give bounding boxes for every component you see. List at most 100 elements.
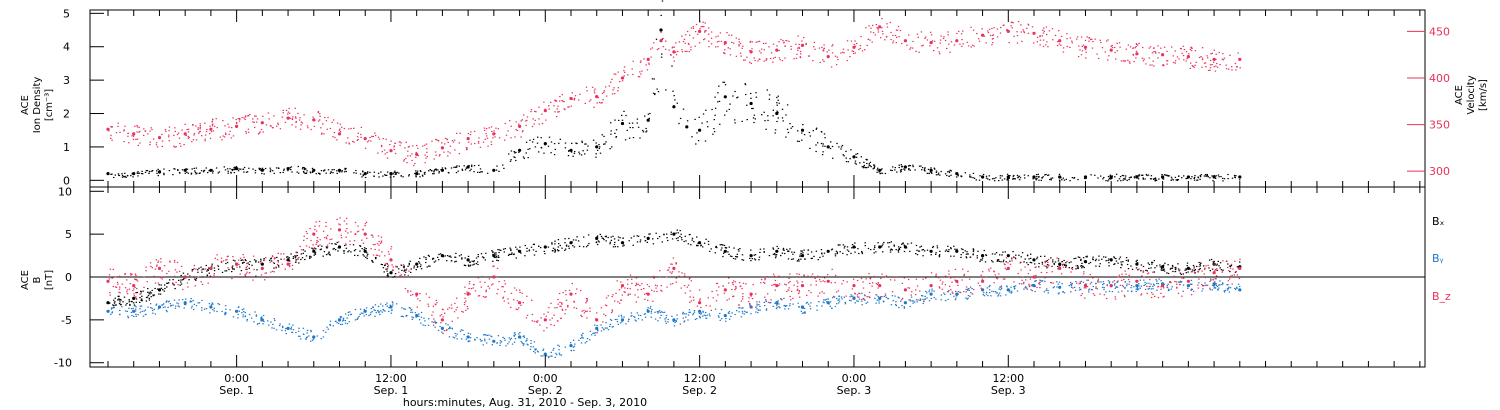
bx-sample bbox=[1161, 267, 1164, 269]
velocity-sample bbox=[151, 128, 153, 131]
bx-sample bbox=[135, 301, 137, 303]
by-sample bbox=[646, 309, 649, 311]
velocity-sample bbox=[366, 141, 369, 143]
bx-sample bbox=[387, 275, 389, 277]
bz-sample bbox=[456, 306, 458, 308]
by-sample bbox=[306, 332, 308, 334]
velocity-sample bbox=[742, 45, 744, 47]
by-sample bbox=[1152, 283, 1155, 285]
bx-sample bbox=[696, 244, 698, 246]
by-sample bbox=[392, 302, 394, 304]
bx-sample bbox=[508, 253, 510, 255]
bz-sample bbox=[583, 312, 586, 314]
velocity-sample bbox=[413, 164, 415, 167]
bx-sample bbox=[491, 250, 493, 252]
bx-sample bbox=[1002, 261, 1004, 263]
velocity-sample bbox=[886, 26, 889, 28]
bx-sample bbox=[807, 249, 810, 251]
velocity-sample bbox=[199, 125, 201, 127]
density-sample bbox=[433, 171, 435, 173]
by-sample bbox=[664, 318, 666, 320]
density-sample bbox=[422, 175, 424, 177]
bz-sample bbox=[463, 302, 466, 304]
density-sample bbox=[625, 114, 627, 117]
by-sample bbox=[634, 319, 636, 321]
bx-sample bbox=[683, 240, 685, 243]
by-sample bbox=[955, 297, 957, 299]
bx-sample bbox=[1135, 260, 1137, 262]
velocity-sample bbox=[617, 71, 619, 73]
density-sample bbox=[950, 170, 952, 172]
by-sample bbox=[603, 329, 605, 331]
by-sample bbox=[356, 318, 359, 320]
density-sample bbox=[456, 165, 458, 167]
by-sample bbox=[854, 296, 856, 298]
bx-sample bbox=[197, 271, 199, 273]
velocity-sample bbox=[617, 87, 620, 89]
density-sample bbox=[1153, 178, 1155, 180]
density-sample bbox=[714, 107, 717, 109]
bz-sample bbox=[692, 299, 695, 301]
velocity-sample bbox=[1157, 45, 1159, 47]
velocity-sample bbox=[298, 119, 301, 121]
bz-sample bbox=[488, 287, 491, 289]
density-sample bbox=[1090, 174, 1092, 176]
bx-sample bbox=[147, 294, 150, 296]
velocity-sample bbox=[850, 40, 853, 42]
density-sample bbox=[289, 167, 291, 169]
velocity-sample bbox=[136, 126, 139, 128]
by-sample bbox=[338, 320, 340, 322]
density-sample bbox=[181, 169, 184, 171]
by-sample bbox=[671, 315, 673, 317]
by-sample bbox=[1179, 280, 1182, 282]
by-sample bbox=[594, 324, 596, 326]
density-sample bbox=[1203, 175, 1206, 177]
velocity-sample bbox=[139, 142, 141, 144]
bx-sample bbox=[133, 304, 136, 306]
velocity-sample bbox=[1078, 45, 1080, 47]
bz-sample bbox=[362, 242, 365, 244]
bx-sample bbox=[915, 244, 918, 247]
bx-sample bbox=[1041, 261, 1044, 263]
by-sample bbox=[933, 290, 935, 292]
bz-sample bbox=[159, 277, 162, 279]
by-sample bbox=[374, 315, 376, 317]
by-sample bbox=[165, 301, 167, 303]
velocity-sample bbox=[1039, 44, 1041, 46]
by-sample bbox=[618, 315, 620, 317]
by-sample bbox=[167, 306, 169, 308]
bx-sample bbox=[614, 241, 616, 243]
density-sample bbox=[168, 170, 171, 172]
bx-sample bbox=[413, 267, 415, 269]
velocity-sample bbox=[731, 41, 733, 43]
bz-sample bbox=[596, 332, 598, 334]
bx-sample bbox=[1052, 259, 1054, 261]
bx-sample bbox=[789, 248, 791, 250]
bx-sample bbox=[647, 238, 649, 240]
velocity-sample bbox=[1031, 26, 1034, 28]
by-sample bbox=[462, 329, 464, 331]
bx-sample bbox=[444, 255, 446, 257]
by-sample bbox=[447, 324, 449, 326]
bx-sample bbox=[163, 290, 165, 292]
velocity-sample bbox=[859, 45, 862, 47]
bx-sample bbox=[211, 263, 213, 265]
by-sample bbox=[586, 341, 588, 343]
density-sample bbox=[1231, 177, 1234, 179]
bz-sample bbox=[1221, 270, 1224, 272]
density-sample bbox=[571, 142, 573, 144]
by-sample bbox=[360, 312, 363, 314]
velocity-sample bbox=[1182, 45, 1185, 47]
density-sample bbox=[540, 137, 542, 139]
bz-sample bbox=[246, 271, 248, 273]
velocity-sample bbox=[1172, 61, 1175, 64]
velocity-sample bbox=[852, 50, 855, 52]
by-sample bbox=[272, 323, 274, 325]
by-sample bbox=[1057, 293, 1060, 295]
bx-sample bbox=[183, 277, 185, 279]
bx-sample bbox=[930, 254, 932, 256]
velocity-point bbox=[132, 132, 136, 136]
bx-sample bbox=[918, 250, 921, 252]
bx-sample bbox=[401, 269, 403, 271]
velocity-sample bbox=[150, 127, 152, 129]
